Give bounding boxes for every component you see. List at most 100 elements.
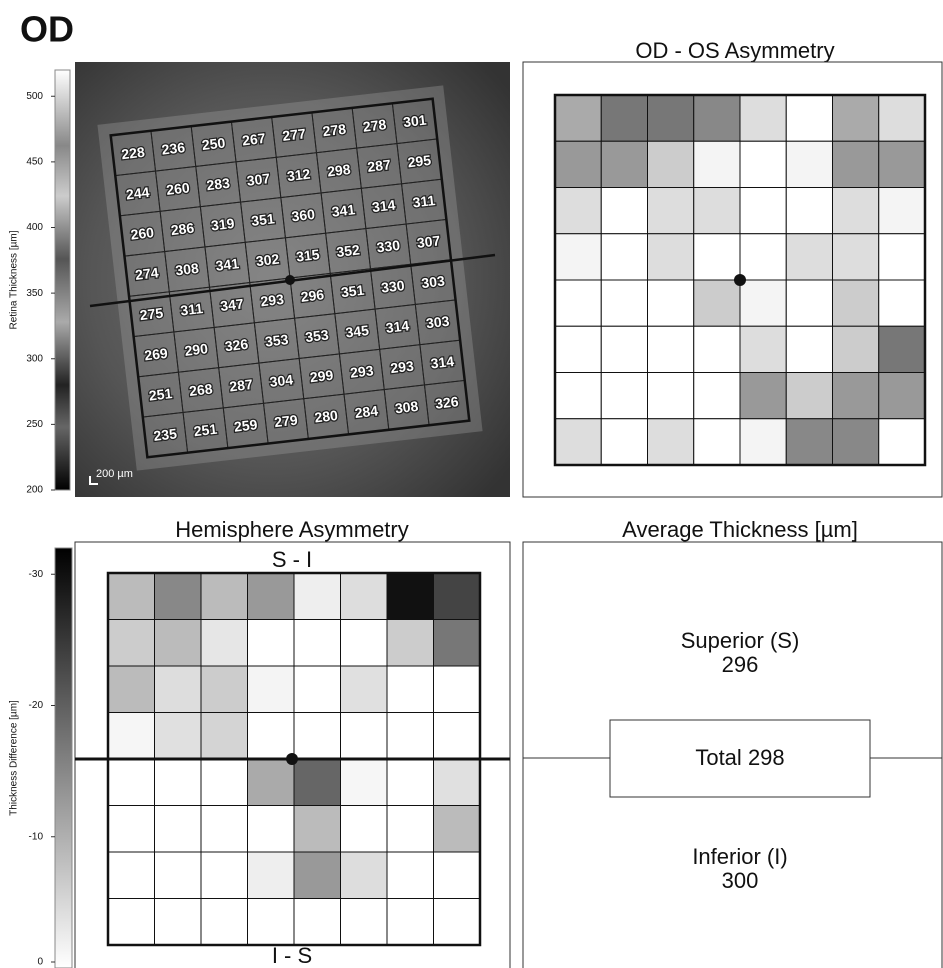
- grid-cell: [155, 806, 202, 853]
- thickness-value: 330: [380, 277, 405, 296]
- grid-cell: [694, 373, 740, 419]
- grid-cell: [879, 326, 925, 372]
- thickness-value: 307: [246, 170, 271, 189]
- thickness-value: 345: [345, 322, 370, 341]
- grid-cell: [786, 326, 832, 372]
- grid-cell: [694, 419, 740, 465]
- thickness-value: 277: [282, 125, 307, 144]
- grid-cell: [786, 234, 832, 280]
- thickness-value: 341: [331, 201, 356, 220]
- grid-cell: [294, 713, 341, 760]
- grid-cell: [434, 852, 481, 899]
- grid-cell: [201, 713, 248, 760]
- grid-cell: [387, 620, 434, 667]
- grid-cell: [879, 280, 925, 326]
- grid-cell: [601, 234, 647, 280]
- thickness-value: 280: [314, 407, 339, 426]
- grid-cell: [201, 759, 248, 806]
- grid-cell: [833, 95, 879, 141]
- grid-cell: [341, 852, 388, 899]
- grid-cell: [555, 234, 601, 280]
- superior-value: 296: [722, 652, 759, 677]
- thickness-value: 353: [264, 331, 289, 350]
- thickness-value: 260: [130, 224, 155, 243]
- grid-cell: [248, 666, 295, 713]
- grid-cell: [601, 326, 647, 372]
- grid-cell: [601, 419, 647, 465]
- grid-cell: [294, 899, 341, 946]
- grid-cell: [740, 141, 786, 187]
- grid-cell: [740, 188, 786, 234]
- grid-cell: [387, 899, 434, 946]
- grid-cell: [694, 280, 740, 326]
- grid-cell: [341, 759, 388, 806]
- grid-cell: [555, 373, 601, 419]
- thickness-value: 303: [421, 272, 446, 291]
- tick-label: 200: [26, 485, 43, 496]
- tick-label: -20: [29, 700, 44, 711]
- thickness-value: 274: [134, 264, 159, 283]
- axis-label: Thickness Difference [µm]: [9, 700, 20, 816]
- thickness-value: 311: [180, 300, 204, 318]
- grid-cell: [833, 234, 879, 280]
- panel-title: Average Thickness [µm]: [622, 517, 858, 542]
- fovea-dot: [734, 274, 746, 286]
- grid-cell: [294, 573, 341, 620]
- thickness-value: 251: [148, 385, 173, 404]
- grid-cell: [294, 620, 341, 667]
- grid-cell: [879, 141, 925, 187]
- grid-cell: [108, 806, 155, 853]
- grid-cell: [155, 666, 202, 713]
- grid-cell: [648, 326, 694, 372]
- grid-cell: [248, 713, 295, 760]
- grid-cell: [387, 852, 434, 899]
- thickness-value: 311: [412, 192, 436, 210]
- grid-cell: [201, 806, 248, 853]
- grid-cell: [155, 759, 202, 806]
- inferior-value: 300: [722, 868, 759, 893]
- thickness-value: 326: [224, 336, 249, 355]
- grid-cell: [108, 713, 155, 760]
- grid-cell: [694, 326, 740, 372]
- tick-label: -30: [29, 569, 44, 580]
- thickness-value: 360: [291, 206, 316, 225]
- grid-cell: [387, 759, 434, 806]
- grid-cell: [555, 419, 601, 465]
- grid-cell: [879, 373, 925, 419]
- grid-cell: [341, 713, 388, 760]
- grid-cell: [248, 573, 295, 620]
- grid-cell: [294, 666, 341, 713]
- grid-cell: [434, 620, 481, 667]
- thickness-value: 307: [416, 232, 441, 251]
- grid-cell: [740, 419, 786, 465]
- thickness-value: 251: [193, 421, 218, 440]
- thickness-value: 312: [286, 166, 311, 185]
- grid-cell: [248, 620, 295, 667]
- grid-cell: [248, 806, 295, 853]
- grid-cell: [786, 373, 832, 419]
- total: Total 298: [695, 745, 784, 770]
- grid-cell: [879, 95, 925, 141]
- thickness-value: 326: [434, 393, 459, 412]
- tick-label: 450: [26, 157, 43, 168]
- grid-cell: [648, 95, 694, 141]
- grid-cell: [648, 419, 694, 465]
- grid-cell: [201, 899, 248, 946]
- grid-cell: [201, 620, 248, 667]
- fovea-dot: [286, 753, 298, 765]
- thickness-value: 330: [376, 237, 401, 256]
- thickness-value: 284: [354, 402, 379, 421]
- thickness-value: 295: [407, 152, 432, 171]
- grid-cell: [108, 899, 155, 946]
- thickness-value: 296: [300, 286, 325, 305]
- thickness-value: 293: [349, 362, 374, 381]
- grid-cell: [387, 666, 434, 713]
- grid-cell: [341, 899, 388, 946]
- grid-cell: [648, 141, 694, 187]
- tick-label: -10: [29, 831, 44, 842]
- thickness-value: 235: [153, 425, 178, 444]
- color-scale: [55, 548, 72, 968]
- total-label: Total: [695, 745, 741, 770]
- panel-title: Hemisphere Asymmetry: [175, 517, 409, 542]
- thickness-value: 304: [269, 371, 294, 390]
